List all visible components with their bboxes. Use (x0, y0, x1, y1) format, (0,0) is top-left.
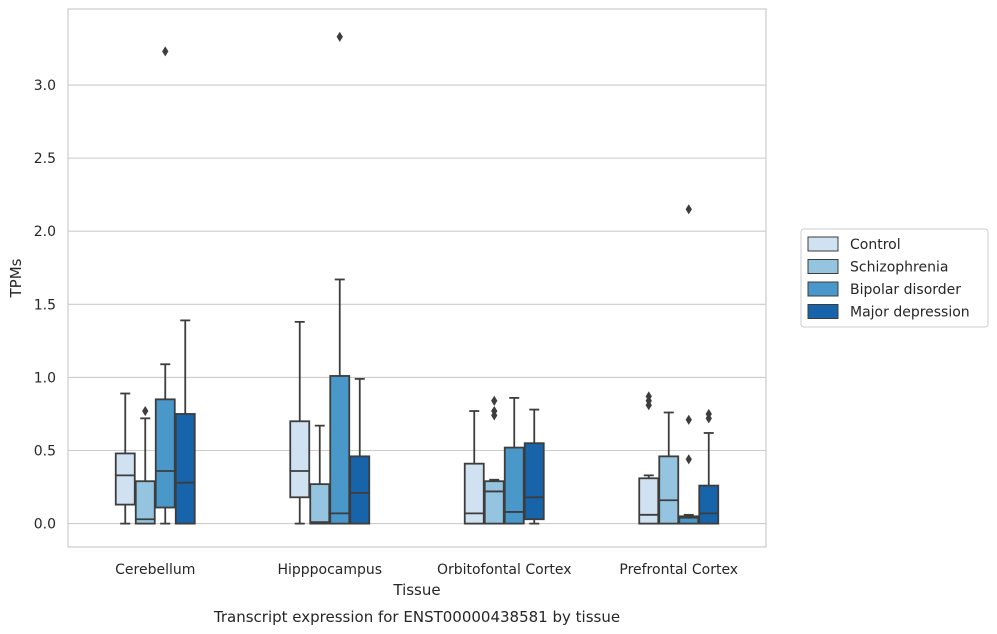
box (289, 420, 311, 499)
chart-caption: Transcript expression for ENST0000043858… (213, 608, 620, 626)
outlier-point (705, 408, 712, 420)
series-control (114, 320, 660, 525)
legend-swatch (807, 236, 839, 252)
y-tick-label: 3.0 (34, 78, 56, 94)
box (114, 452, 136, 506)
x-tick-label: Cerebellum (115, 562, 195, 578)
y-tick-label: 0.0 (34, 517, 56, 533)
box (638, 477, 660, 525)
box-plot-series (114, 31, 720, 525)
box (174, 413, 196, 525)
series-bipolar-disorder (154, 31, 700, 525)
outlier-point (336, 31, 343, 42)
legend-swatch (807, 304, 839, 319)
box (349, 455, 371, 525)
box (309, 483, 331, 525)
legend-label: Major depression (850, 305, 970, 321)
x-tick-labels: Cerebellum Hipppocampus Orbitofontal Corte… (115, 562, 738, 578)
y-tick-label: 2.5 (34, 151, 56, 167)
legend-swatch (807, 281, 839, 297)
y-tick-label: 2.0 (34, 224, 56, 240)
legend-label: Schizophrenia (850, 260, 948, 276)
outlier-point (142, 405, 149, 417)
y-tick-label: 1.5 (34, 297, 56, 313)
series-major-depression (174, 319, 720, 525)
box (463, 462, 485, 525)
legend: Control Schizophrenia Bipolar disorder Majo… (800, 228, 989, 328)
box (329, 375, 351, 525)
box (483, 480, 505, 525)
outlier-point (685, 454, 692, 465)
outlier-point (645, 391, 652, 402)
legend-entries: Control Schizophrenia Bipolar disorder Majo… (807, 236, 970, 321)
box (658, 455, 680, 525)
legend-label: Control (850, 237, 901, 253)
box (154, 398, 176, 509)
box (678, 515, 700, 525)
y-tick-labels: 0.0 0.5 1.0 1.5 2.0 2.5 3.0 (34, 78, 56, 533)
box (134, 480, 156, 525)
outlier-point (685, 414, 692, 425)
legend-frame (800, 228, 989, 328)
box (698, 484, 720, 525)
series-schizophrenia (134, 395, 680, 525)
x-tick-label: Hipppocampus (277, 562, 382, 578)
outlier-point (491, 395, 498, 406)
y-tick-label: 0.5 (34, 444, 56, 460)
outlier-point (685, 204, 692, 215)
box (503, 446, 525, 525)
box (523, 442, 545, 521)
x-tick-label: Prefrontal Cortex (619, 562, 738, 578)
legend-swatch (807, 259, 839, 274)
y-tick-label: 1.0 (34, 370, 56, 386)
legend-label: Bipolar disorder (850, 282, 961, 298)
y-axis-label: TPMs (7, 258, 25, 298)
x-axis-label: Tissue (392, 581, 440, 599)
outlier-point (491, 405, 498, 417)
outlier-point (162, 46, 169, 57)
x-tick-label: Orbitofontal Cortex (437, 562, 572, 578)
